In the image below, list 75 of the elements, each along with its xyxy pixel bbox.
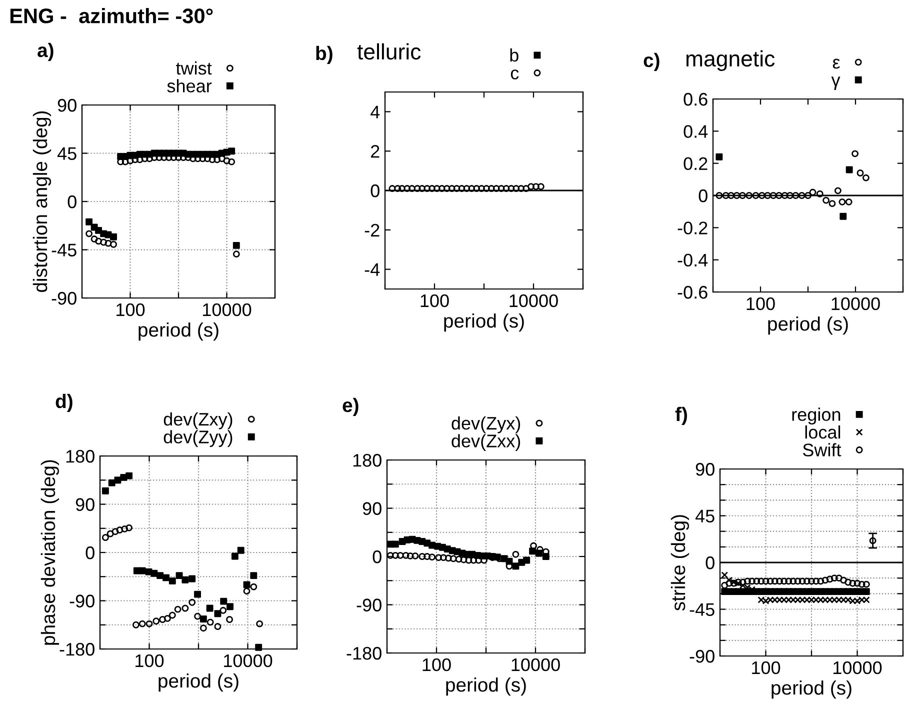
chart-title: b)	[316, 46, 332, 64]
y-tick-label: 0.6	[684, 92, 708, 106]
chart-title: e)	[342, 398, 358, 416]
legend-label: twist	[176, 61, 212, 75]
x-axis-title: period (s)	[138, 322, 218, 341]
y-axis-title: phase deviation (deg)	[40, 460, 60, 645]
y-tick-label: 90	[696, 462, 714, 476]
x-tick-label: 100	[116, 303, 145, 316]
chart-subtitle: telluric	[357, 43, 421, 60]
y-tick-label: 0	[698, 189, 708, 202]
x-tick-label: 100	[746, 297, 775, 310]
chart-title: c)	[644, 52, 660, 71]
x-tick-label: 10000	[203, 303, 252, 316]
y-tick-label: 0	[372, 550, 382, 564]
y-tick-label: 0	[370, 184, 380, 198]
chart-title: a)	[38, 42, 54, 61]
y-tick-label: -45	[690, 603, 714, 616]
y-tick-label: 90	[58, 98, 76, 112]
chart-title: d)	[56, 394, 72, 412]
y-tick-label: 0	[706, 556, 714, 570]
y-tick-label: 0	[86, 546, 94, 560]
y-tick-label: 45	[57, 147, 76, 160]
legend-label: γ	[831, 76, 840, 90]
x-tick-label: 10000	[834, 661, 882, 674]
y-axis-title: strike (deg)	[670, 515, 690, 611]
y-tick-label: -4	[364, 263, 380, 276]
x-axis-title: period (s)	[158, 673, 238, 692]
y-tick-label: 4	[370, 106, 380, 118]
y-tick-label: -0.6	[678, 286, 708, 299]
y-tick-label: -90	[70, 594, 94, 608]
legend-label: ε	[832, 58, 840, 69]
legend-label: local	[805, 425, 840, 439]
x-tick-label: 10000	[224, 654, 272, 668]
y-tick-label: 90	[362, 502, 382, 515]
x-tick-label: 10000	[512, 658, 560, 672]
legend-label: Swift	[802, 443, 842, 456]
x-tick-label: 10000	[832, 297, 880, 310]
y-tick-label: 45	[695, 510, 714, 522]
x-tick-label: 100	[422, 658, 451, 672]
x-tick-label: 100	[136, 654, 164, 668]
legend-label: c	[510, 70, 519, 80]
x-tick-label: 100	[752, 661, 780, 674]
y-tick-label: 0.2	[684, 157, 708, 170]
y-tick-label: -0.4	[678, 254, 708, 267]
x-tick-label: 100	[420, 294, 449, 308]
text: ENG - azimuth= -30°	[10, 8, 213, 24]
x-axis-title: period (s)	[772, 680, 852, 699]
y-tick-label: -90	[52, 292, 76, 305]
y-tick-label: -2	[364, 224, 380, 236]
legend-label: dev(Zxy)	[164, 412, 232, 430]
legend-label: dev(Zyy)	[164, 430, 232, 447]
y-tick-label: -180	[60, 642, 94, 656]
y-tick-label: 0	[68, 195, 76, 208]
y-tick-label: 180	[66, 450, 94, 463]
chart-subtitle: magnetic	[686, 50, 775, 71]
y-tick-label: -0.2	[678, 222, 708, 234]
y-tick-label: -45	[52, 244, 76, 256]
y-tick-label: 2	[371, 145, 380, 158]
y-tick-label: 0.4	[684, 125, 708, 138]
x-axis-title: period (s)	[768, 316, 848, 335]
legend-label: shear	[167, 79, 212, 92]
y-axis-title: distortion angle (deg)	[32, 111, 52, 292]
y-tick-label: -180	[346, 646, 382, 660]
legend-label: b	[510, 48, 518, 62]
legend-label: dev(Zxx)	[452, 434, 520, 451]
x-tick-label: 10000	[510, 294, 558, 308]
y-tick-label: 90	[76, 498, 94, 511]
y-tick-label: 180	[353, 454, 382, 467]
legend-label: dev(Zyx)	[452, 416, 520, 434]
legend-label: region	[792, 408, 840, 425]
x-axis-title: period (s)	[446, 677, 526, 696]
x-axis-title: period (s)	[444, 313, 524, 332]
chart-title: f)	[675, 406, 687, 425]
y-tick-label: -90	[356, 598, 382, 612]
y-tick-label: -90	[690, 650, 714, 663]
